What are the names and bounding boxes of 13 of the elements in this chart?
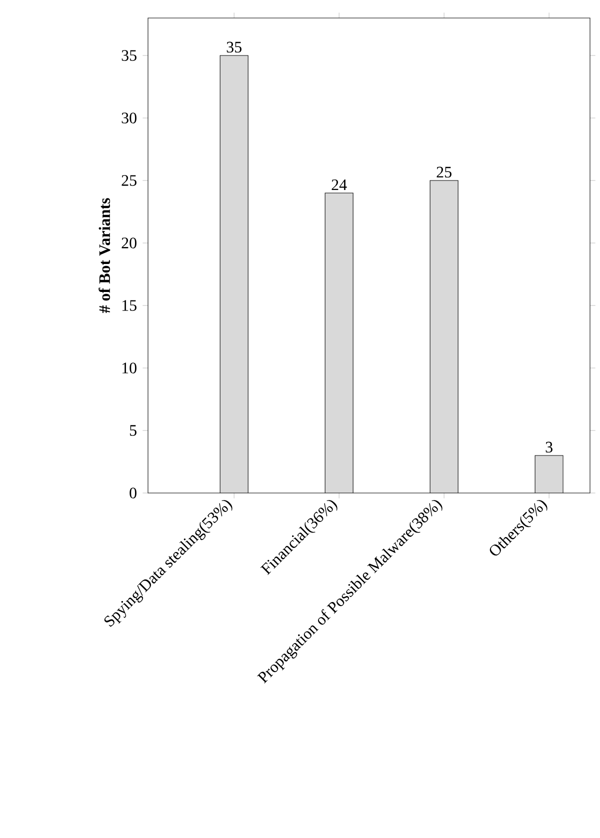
y-tick-label: 10 [122, 362, 136, 374]
y-tick-label: 15 [122, 300, 136, 311]
y-tick-label: 0 [130, 488, 136, 498]
y-tick-label: 35 [122, 50, 136, 61]
data-label: 3 [546, 442, 552, 453]
data-label: 35 [226, 42, 242, 53]
y-axis-title: # of Bot Variants [98, 198, 110, 313]
y-tick-label: 25 [122, 175, 136, 186]
data-label: 25 [436, 166, 452, 178]
y-tick-label: 30 [122, 112, 136, 124]
y-tick-label: 5 [130, 425, 136, 436]
y-tick-label: 20 [122, 238, 136, 248]
data-label: 24 [332, 179, 347, 190]
